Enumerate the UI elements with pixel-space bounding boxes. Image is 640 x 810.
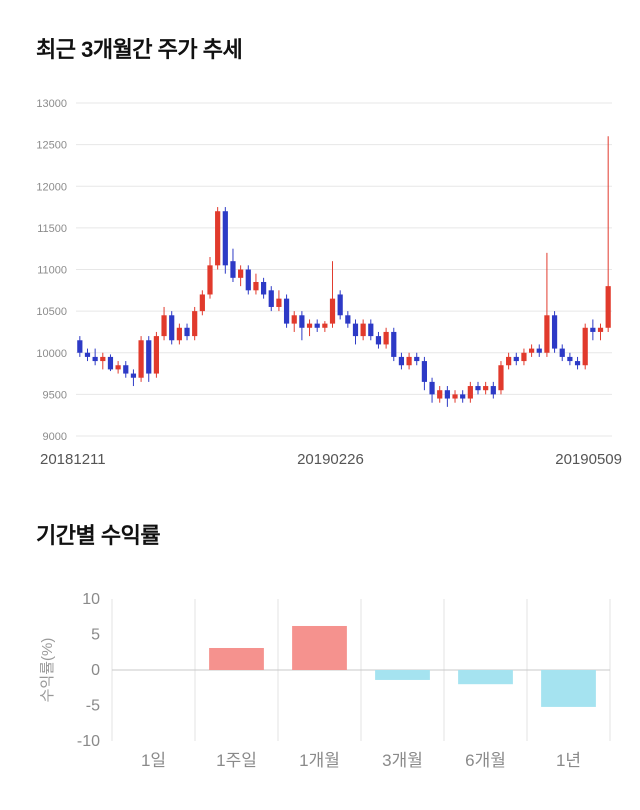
svg-text:10: 10 (82, 591, 100, 608)
svg-text:-10: -10 (77, 733, 100, 750)
svg-text:수익률(%): 수익률(%) (39, 638, 56, 703)
svg-text:5: 5 (91, 627, 100, 644)
x-tick-start-date: 20181211 (40, 451, 106, 468)
period-returns-title: 기간별 수익률 (36, 523, 161, 548)
svg-text:1일: 1일 (141, 751, 166, 770)
svg-text:10500: 10500 (36, 306, 67, 318)
svg-text:6개월: 6개월 (465, 751, 506, 770)
price-trend-title: 최근 3개월간 주가 추세 (36, 37, 243, 62)
x-tick-end-date: 20190509 (555, 451, 622, 468)
candlestick-chart: 9000 9500 10000 10500 11000 11500 12000 12500 13… (36, 98, 612, 441)
candlestick-x-axis: 20181211 20190226 20190509 (40, 451, 622, 468)
svg-text:9500: 9500 (43, 389, 67, 401)
svg-text:1개월: 1개월 (299, 751, 340, 770)
svg-text:9000: 9000 (43, 431, 67, 441)
svg-text:-5: -5 (86, 698, 100, 715)
svg-text:11000: 11000 (37, 265, 67, 277)
svg-text:11500: 11500 (37, 223, 67, 235)
svg-text:12000: 12000 (36, 181, 67, 193)
svg-text:1년: 1년 (556, 751, 581, 770)
svg-text:0: 0 (91, 662, 100, 679)
x-tick-mid-date: 20190226 (297, 451, 364, 468)
returns-bar-chart: 10 5 0 -5 -10 1일 1주일 1개월 3개월 6개월 1년 수익률(%) (39, 591, 611, 770)
svg-text:12500: 12500 (36, 140, 67, 152)
svg-text:1주일: 1주일 (216, 751, 257, 770)
svg-text:13000: 13000 (36, 98, 67, 110)
svg-text:10000: 10000 (36, 348, 67, 360)
svg-text:3개월: 3개월 (382, 751, 423, 770)
